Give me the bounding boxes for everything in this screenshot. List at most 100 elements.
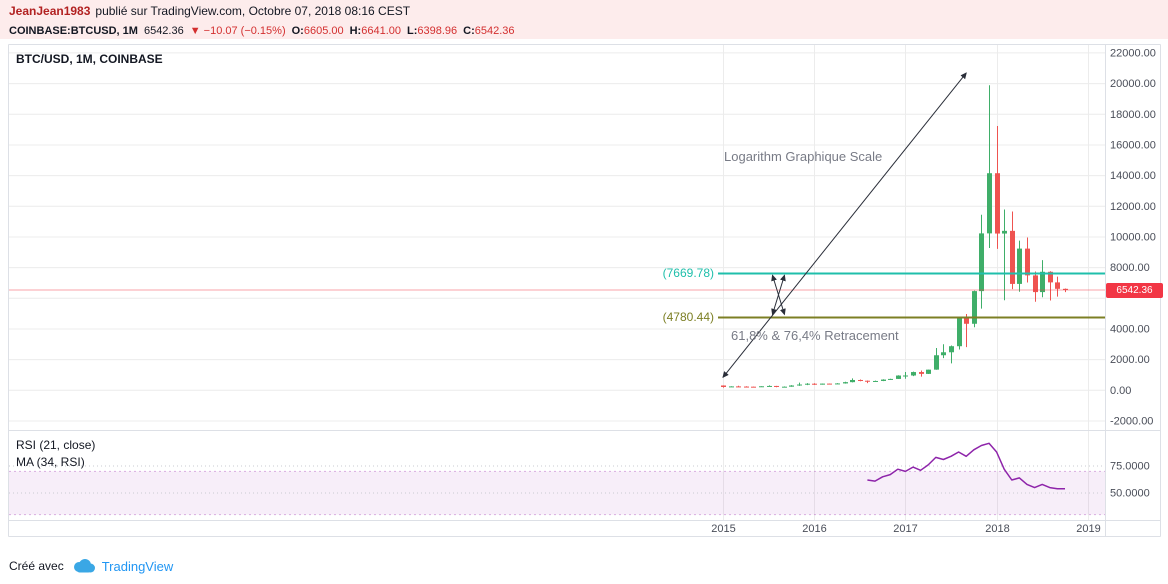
retracement-arrow bbox=[771, 274, 786, 316]
candle-body bbox=[782, 386, 787, 388]
candle-body bbox=[1002, 230, 1007, 234]
candle-body bbox=[964, 317, 969, 324]
candle-body bbox=[881, 379, 886, 381]
candle-body bbox=[843, 382, 848, 384]
price-tick-label: 10000.00 bbox=[1110, 231, 1156, 243]
price-tick-label: -2000.00 bbox=[1110, 415, 1153, 427]
last-price-tag: 6542.36 bbox=[1106, 283, 1163, 298]
high-label: H: bbox=[349, 24, 362, 37]
price-change: ▼ −10.07 (−0.15%) bbox=[189, 24, 286, 37]
publish-bar: JeanJean1983 publié sur TradingView.com,… bbox=[0, 0, 1168, 22]
main-chart-legend: BTC/USD, 1M, COINBASE bbox=[16, 52, 163, 66]
close-label: C: bbox=[463, 24, 475, 37]
price-tick-label: 14000.00 bbox=[1110, 170, 1156, 182]
candle-body bbox=[774, 385, 779, 387]
candle-body bbox=[1048, 271, 1053, 283]
rsi-legend: RSI (21, close) bbox=[16, 438, 96, 452]
time-tick-label: 2015 bbox=[711, 523, 735, 535]
candle-body bbox=[919, 372, 924, 374]
price-tick-label: 20000.00 bbox=[1110, 78, 1156, 90]
candle-body bbox=[949, 346, 954, 353]
low-label: L: bbox=[406, 24, 418, 37]
candle-body bbox=[979, 233, 984, 292]
candle-body bbox=[987, 173, 992, 234]
candle-body bbox=[1025, 248, 1030, 276]
candle-body bbox=[1017, 248, 1022, 284]
high-value: 6641.00 bbox=[361, 24, 401, 37]
candle-body bbox=[850, 379, 855, 383]
rsi-line bbox=[867, 442, 1065, 490]
price-tick-label: 2000.00 bbox=[1110, 354, 1150, 366]
time-tick-label: 2019 bbox=[1076, 523, 1100, 535]
candle-body bbox=[926, 369, 931, 374]
close-field: C:6542.36 bbox=[463, 25, 514, 37]
created-with-text: Créé avec bbox=[9, 559, 64, 573]
time-tick-label: 2016 bbox=[802, 523, 826, 535]
candle-body bbox=[729, 386, 734, 388]
tradingview-brand-link[interactable]: TradingView bbox=[101, 558, 174, 574]
level-low-label: (4780.44) bbox=[662, 310, 714, 324]
price-tick-label: 4000.00 bbox=[1110, 323, 1150, 335]
high-field: H:6641.00 bbox=[350, 25, 401, 37]
symbol-info-bar: COINBASE:BTCUSD, 1M 6542.36 ▼ −10.07 (−0… bbox=[0, 22, 1168, 39]
footer: Créé avec TradingView bbox=[9, 555, 173, 577]
candle-body bbox=[721, 385, 726, 387]
rsi-ma-legend: MA (34, RSI) bbox=[16, 455, 85, 469]
candle-body bbox=[751, 386, 756, 388]
candle-body bbox=[903, 375, 908, 377]
price-tick-label: 8000.00 bbox=[1110, 262, 1150, 274]
candle-body bbox=[759, 386, 764, 388]
price-tick-label: 0.00 bbox=[1110, 385, 1131, 397]
time-tick-label: 2017 bbox=[893, 523, 917, 535]
candle-body bbox=[865, 380, 870, 382]
close-value: 6542.36 bbox=[474, 24, 515, 37]
candle-body bbox=[797, 384, 802, 386]
last-price-value: 6542.36 bbox=[143, 24, 184, 37]
candle-body bbox=[888, 378, 893, 380]
price-tick-label: 12000.00 bbox=[1110, 201, 1156, 213]
candle-body bbox=[995, 173, 1000, 234]
price-tick-label: 22000.00 bbox=[1110, 47, 1156, 59]
open-field: O:6605.00 bbox=[292, 25, 344, 37]
publish-text: publié sur TradingView.com, Octobre 07, … bbox=[95, 4, 411, 18]
candle-body bbox=[1010, 230, 1015, 284]
price-tick-label: 18000.00 bbox=[1110, 109, 1156, 121]
candle-body bbox=[858, 379, 863, 381]
candle-body bbox=[835, 383, 840, 385]
candle-body bbox=[1063, 288, 1068, 290]
candle-body bbox=[744, 386, 749, 388]
symbol-name[interactable]: COINBASE:BTCUSD, 1M bbox=[9, 25, 138, 37]
candle-body bbox=[934, 355, 939, 370]
candle-body bbox=[1055, 282, 1060, 289]
symbol-name-text: COINBASE:BTCUSD, 1M bbox=[9, 24, 138, 37]
low-value: 6398.96 bbox=[417, 24, 458, 37]
time-tick-label: 2018 bbox=[985, 523, 1009, 535]
tradingview-cloud-icon bbox=[73, 559, 95, 573]
rsi-tick-label: 50.0000 bbox=[1110, 488, 1150, 500]
level-high-label: (7669.78) bbox=[662, 266, 714, 280]
low-field: L:6398.96 bbox=[407, 25, 457, 37]
log-scale-annotation: Logarithm Graphique Scale bbox=[724, 149, 883, 164]
candle-body bbox=[789, 385, 794, 387]
open-label: O: bbox=[291, 24, 304, 37]
candle-body bbox=[736, 386, 741, 388]
candle-body bbox=[896, 375, 901, 379]
price-tick-label: 16000.00 bbox=[1110, 139, 1156, 151]
candle-body bbox=[911, 372, 916, 376]
open-value: 6605.00 bbox=[303, 24, 344, 37]
candle-body bbox=[827, 383, 832, 385]
candle-body bbox=[1033, 275, 1038, 293]
candle-body bbox=[873, 380, 878, 382]
rsi-tick-label: 75.0000 bbox=[1110, 461, 1150, 473]
candle-body bbox=[957, 317, 962, 347]
candle-body bbox=[805, 383, 810, 385]
candle-body bbox=[767, 385, 772, 387]
candle-body bbox=[820, 383, 825, 385]
candle-body bbox=[972, 291, 977, 324]
trend-arrow bbox=[722, 72, 967, 379]
author-username[interactable]: JeanJean1983 bbox=[9, 4, 91, 18]
retracement-annotation: 61,8% & 76,4% Retracement bbox=[731, 328, 899, 343]
candle-body bbox=[1040, 271, 1045, 293]
candle-body bbox=[941, 352, 946, 356]
